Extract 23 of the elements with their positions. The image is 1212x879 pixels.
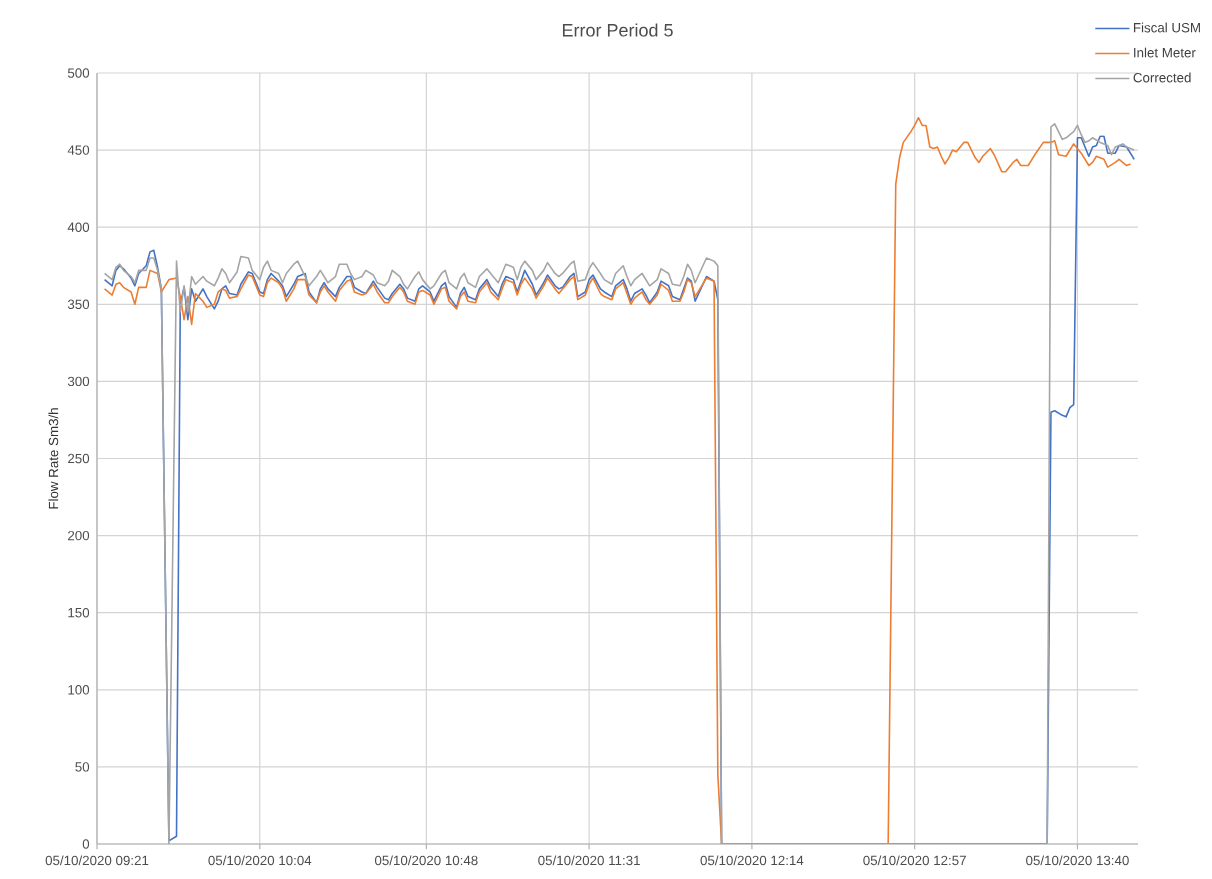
legend-label: Inlet Meter [1134,47,1196,58]
x-tick-label: 05/10/2020 09:21 [45,855,149,866]
y-tick-label: 350 [67,299,90,310]
y-axis-title: Flow Rate Sm3/h [48,408,59,509]
y-tick-label: 150 [68,607,90,618]
y-tick-label: 100 [68,685,90,695]
chart-title: Error Period 5 [562,23,673,37]
x-tick-label: 05/10/2020 12:14 [700,855,804,866]
y-tick-label: 200 [68,530,90,541]
y-tick-label: 500 [67,68,90,78]
legend-label: Fiscal USM [1133,22,1200,33]
y-tick-label: 300 [67,376,90,387]
x-tick-label: 05/10/2020 10:04 [208,855,312,866]
y-tick-label: 450 [67,145,90,155]
x-tick-label: 05/10/2020 11:31 [538,855,640,866]
y-tick-label: 0 [82,839,90,849]
y-tick-label: 400 [67,222,90,232]
y-tick-label: 50 [75,762,90,772]
x-tick-label: 05/10/2020 13:40 [1026,855,1129,866]
x-tick-label: 05/10/2020 12:57 [863,855,966,866]
x-tick-label: 05/10/2020 10:48 [374,855,478,866]
legend-label: Corrected [1133,72,1191,83]
y-tick-label: 250 [68,453,90,464]
